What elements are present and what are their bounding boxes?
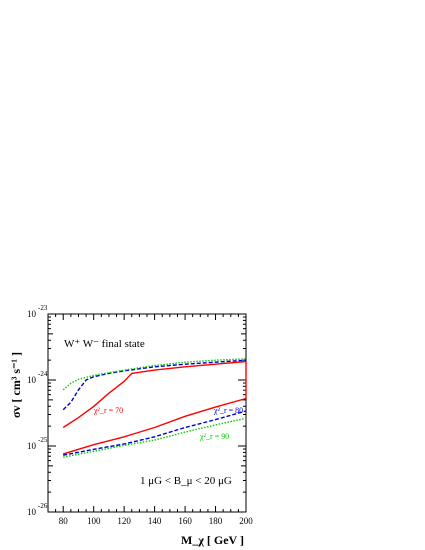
x-tick-label: 80 xyxy=(59,516,69,526)
x-tick-label: 200 xyxy=(239,516,253,526)
axis-ticks xyxy=(47,314,247,513)
curve-chi80-lower xyxy=(63,410,247,456)
y-tick-label: 10 xyxy=(27,441,37,451)
curve-chi70-upper xyxy=(62,360,247,429)
x-tick-label: 100 xyxy=(87,516,101,526)
curve-chi80-upper xyxy=(62,359,247,411)
x-tick-label: 180 xyxy=(209,516,223,526)
y-tick-exponent: -23 xyxy=(38,304,48,312)
curve-chi70-lower xyxy=(62,397,247,455)
x-tick-label: 160 xyxy=(178,516,192,526)
chi90-label: χ²_r = 90 xyxy=(199,432,229,441)
y-tick-label: 10 xyxy=(27,375,37,385)
y-tick-exponent: -26 xyxy=(38,502,48,510)
y-axis-title: σv [ cm³ s⁻¹ ] xyxy=(9,352,23,418)
y-tick-exponent: -25 xyxy=(38,436,48,444)
chart-curves xyxy=(62,358,247,458)
x-axis-title: M_χ [ GeV ] xyxy=(181,533,244,547)
y-tick-label: 10 xyxy=(27,507,37,517)
y-tick-label: 10 xyxy=(27,309,37,319)
curve-chi90-lower xyxy=(63,417,247,458)
y-tick-exponent: -24 xyxy=(38,370,48,378)
b-range-label: 1 μG < B_μ < 20 μG xyxy=(140,475,232,487)
curve-chi90-upper xyxy=(62,358,247,391)
x-tick-label: 120 xyxy=(117,516,131,526)
chi70-label: χ²_r = 70 xyxy=(93,406,123,415)
x-tick-label: 140 xyxy=(148,516,162,526)
final-state-label: W⁺ W⁻ final state xyxy=(64,338,145,350)
chi80-label: χ²_r = 80 xyxy=(213,406,243,415)
